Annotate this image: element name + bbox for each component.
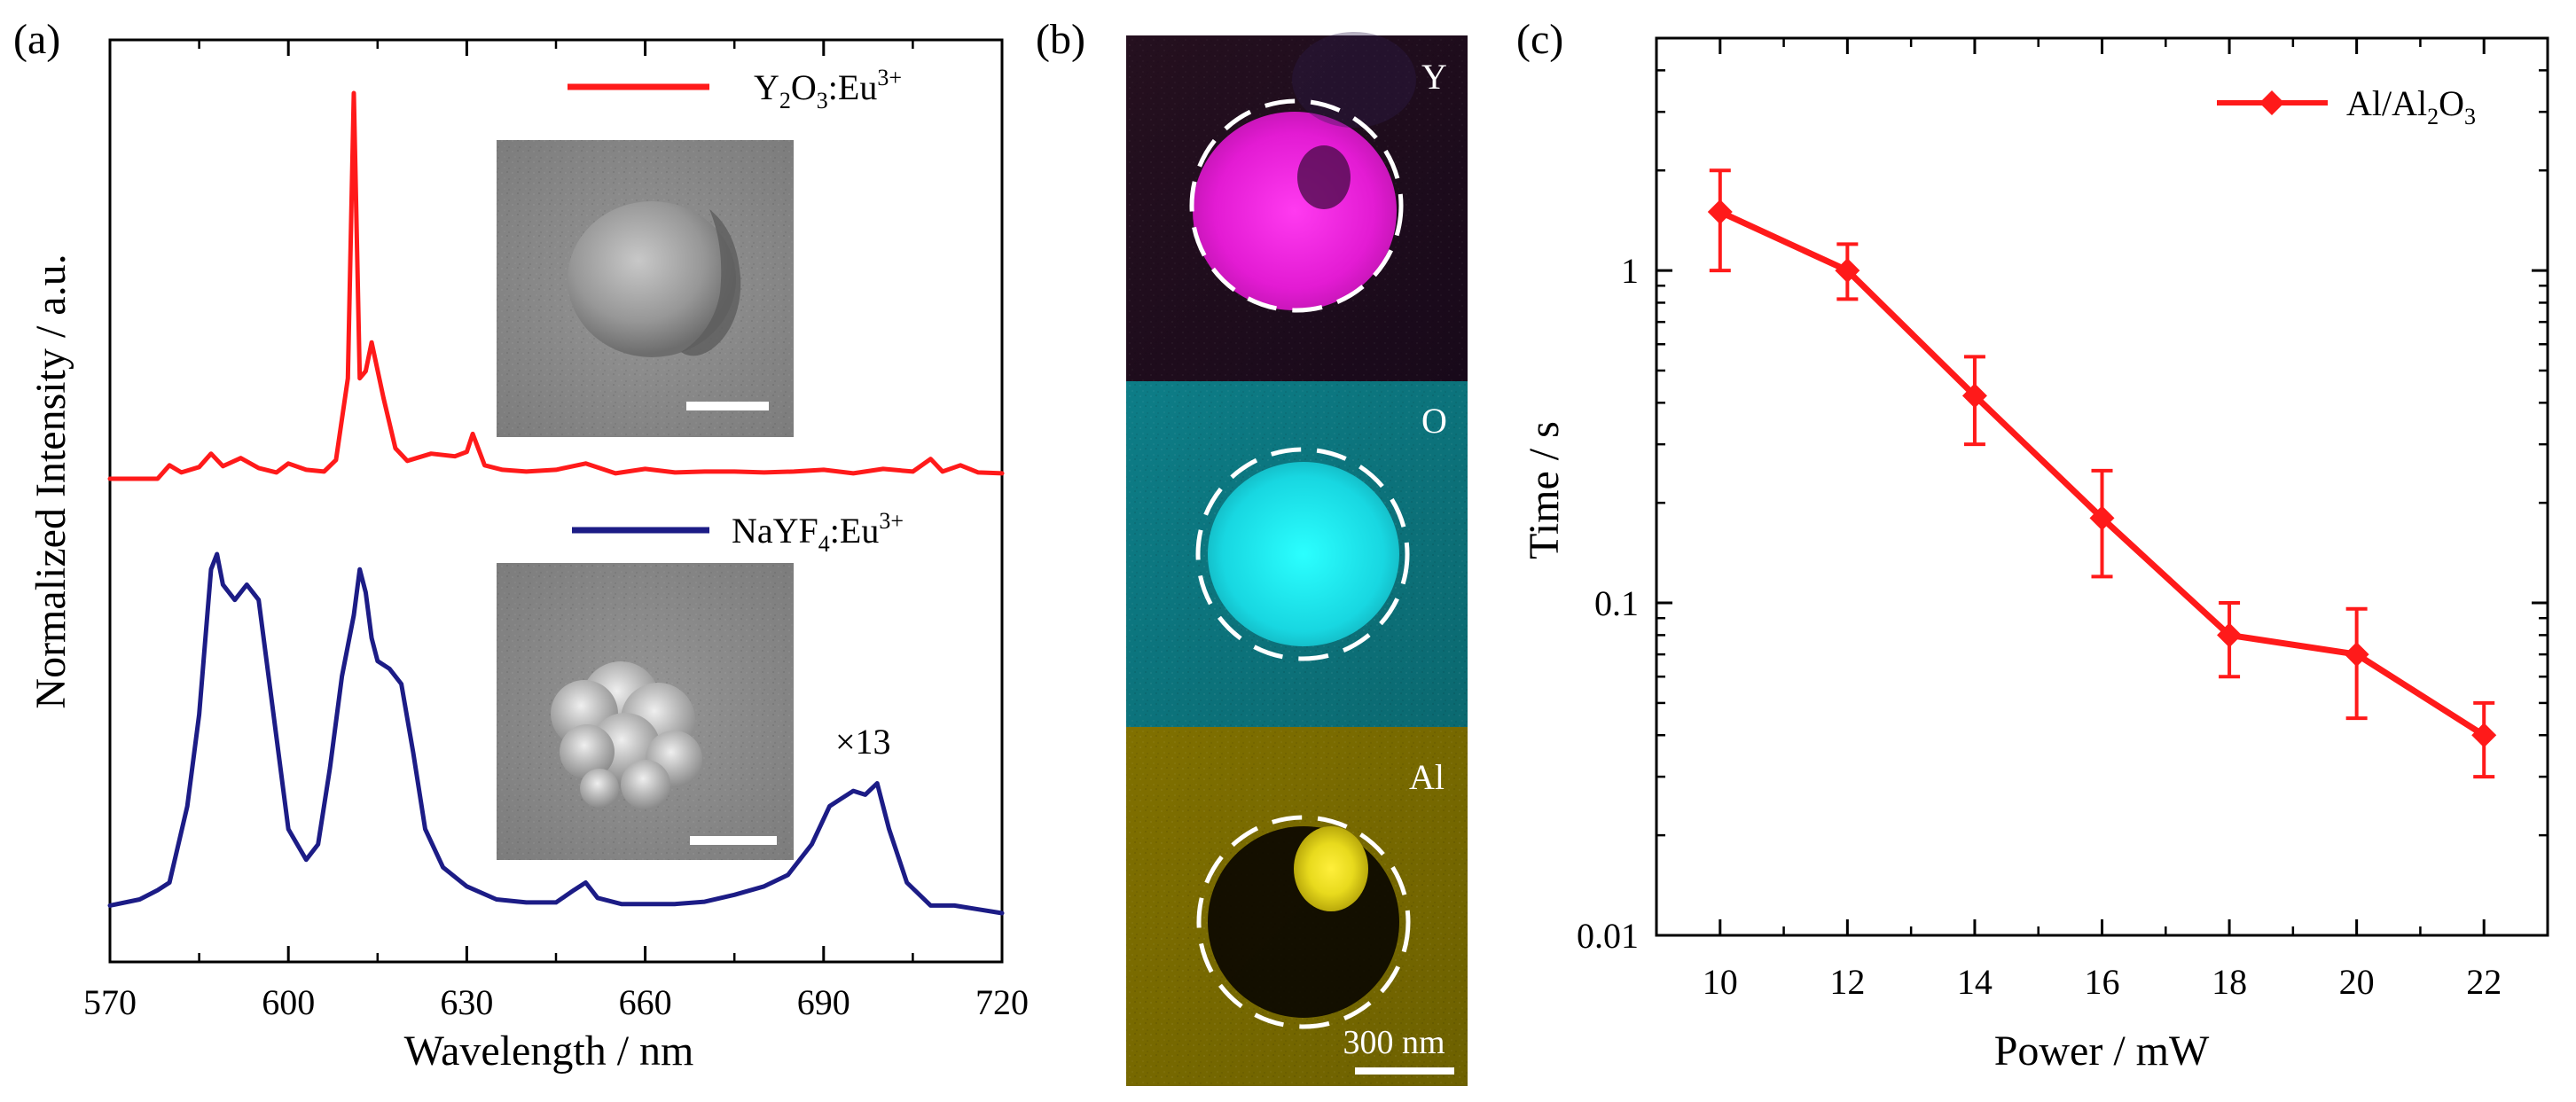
panel-b: (b) Y O Al 300 nm xyxy=(1036,16,1468,1086)
o-signal-blob xyxy=(1208,462,1399,646)
sem-particle-top xyxy=(568,201,736,357)
spectrum-x-tick-label-660: 660 xyxy=(619,982,672,1022)
time-power-legend-text: Al/Al2O3 xyxy=(2346,83,2476,129)
y-dashed-circle xyxy=(1189,98,1404,313)
time-power-point-14 xyxy=(1961,383,1987,409)
sem-inset-top xyxy=(497,140,794,437)
time-power-x-tick-label-22: 22 xyxy=(2466,962,2502,1002)
legend-navy-text: NaYF4:Eu3+ xyxy=(732,508,904,557)
map-scale-text: 300 nm xyxy=(1343,1024,1445,1061)
map-label-al: Al xyxy=(1409,757,1445,797)
spectrum-x-tick-label-600: 600 xyxy=(262,982,315,1022)
legend-red-text: Y2O3:Eu3+ xyxy=(754,65,902,113)
spectrum-legend-red: Y2O3:Eu3+ xyxy=(568,65,902,113)
series-naYf4-eu-line xyxy=(107,551,1005,916)
time-power-y-tick-label-0.1: 0.1 xyxy=(1594,583,1639,623)
spectrum-x-tick-label-690: 690 xyxy=(797,982,850,1022)
map-label-y: Y xyxy=(1421,57,1447,97)
o-dashed-circle xyxy=(1195,447,1410,661)
al-dashed-circle xyxy=(1196,815,1411,1029)
spectrum-x-axis-title: Wavelength / nm xyxy=(404,1028,694,1075)
time-power-x-tick-label-10: 10 xyxy=(1703,962,1738,1002)
time-power-x-tick-label-14: 14 xyxy=(1957,962,1993,1002)
time-power-x-tick-label-20: 20 xyxy=(2339,962,2375,1002)
map-tile-al: Al 300 nm xyxy=(1126,727,1468,1086)
time-power-legend-marker xyxy=(2259,90,2284,115)
time-power-x-axis-title: Power / mW xyxy=(1994,1028,2210,1075)
spectrum-x-tick-label-630: 630 xyxy=(440,982,493,1022)
time-power-series-group xyxy=(1707,168,2497,779)
spectrum-y-axis-title: Normalized Intensity / a.u. xyxy=(27,254,74,708)
time-power-point-12 xyxy=(1835,258,1860,284)
spectrum-legend-navy: NaYF4:Eu3+ xyxy=(572,508,904,557)
y-ghost-halo xyxy=(1292,32,1416,128)
y-dark-core xyxy=(1297,145,1351,209)
time-power-y-tick-label-1: 1 xyxy=(1621,251,1639,291)
map-label-o: O xyxy=(1421,401,1447,441)
time-power-point-18 xyxy=(2217,622,2243,648)
time-power-point-22 xyxy=(2471,723,2497,748)
map-tile-o: O xyxy=(1126,381,1468,727)
time-power-point-10 xyxy=(1707,199,1733,225)
spectrum-series-group xyxy=(107,90,1005,916)
time-power-point-20 xyxy=(2344,642,2369,668)
time-power-x-tick-label-18: 18 xyxy=(2212,962,2247,1002)
time-power-axis-ticks: 10 12 14 16 18 20 22 0.01 0.1 1 xyxy=(1577,36,2549,1002)
panel-c: (c) 10 12 14 16 18 20 22 0.01 0.1 1 Al/Al2O3 Powe… xyxy=(1516,16,2549,1075)
spectrum-axis-ticks: 570 600 630 660 690 720 xyxy=(83,40,1029,1022)
al-bright-spot xyxy=(1294,826,1368,911)
sem-shadow-top xyxy=(681,209,741,356)
panel-c-label: (c) xyxy=(1516,16,1563,63)
panel-b-label: (b) xyxy=(1036,16,1085,63)
time-power-legend: Al/Al2O3 xyxy=(2217,83,2476,129)
time-power-y-tick-label-0.01: 0.01 xyxy=(1577,916,1639,956)
time-power-y-axis-title: Time / s xyxy=(1521,421,1568,559)
time-power-x-tick-label-12: 12 xyxy=(1829,962,1865,1002)
time-power-x-tick-label-16: 16 xyxy=(2085,962,2120,1002)
spectrum-x-tick-label-720: 720 xyxy=(975,982,1029,1022)
panel-a-label: (a) xyxy=(13,16,60,63)
spectrum-x-tick-label-570: 570 xyxy=(83,982,137,1022)
sem-particle-bottom xyxy=(551,661,702,809)
panel-a: (a) 570 600 630 660 690 720 Y2O3:Eu3+ NaYF4:E… xyxy=(13,16,1029,1075)
intensity-multiplier-annotation: ×13 xyxy=(835,722,891,762)
time-power-point-16 xyxy=(2089,505,2115,531)
sem-inset-bottom xyxy=(497,563,794,860)
map-tile-y: Y xyxy=(1126,32,1468,381)
series-y2o3-eu-line xyxy=(107,90,1005,481)
